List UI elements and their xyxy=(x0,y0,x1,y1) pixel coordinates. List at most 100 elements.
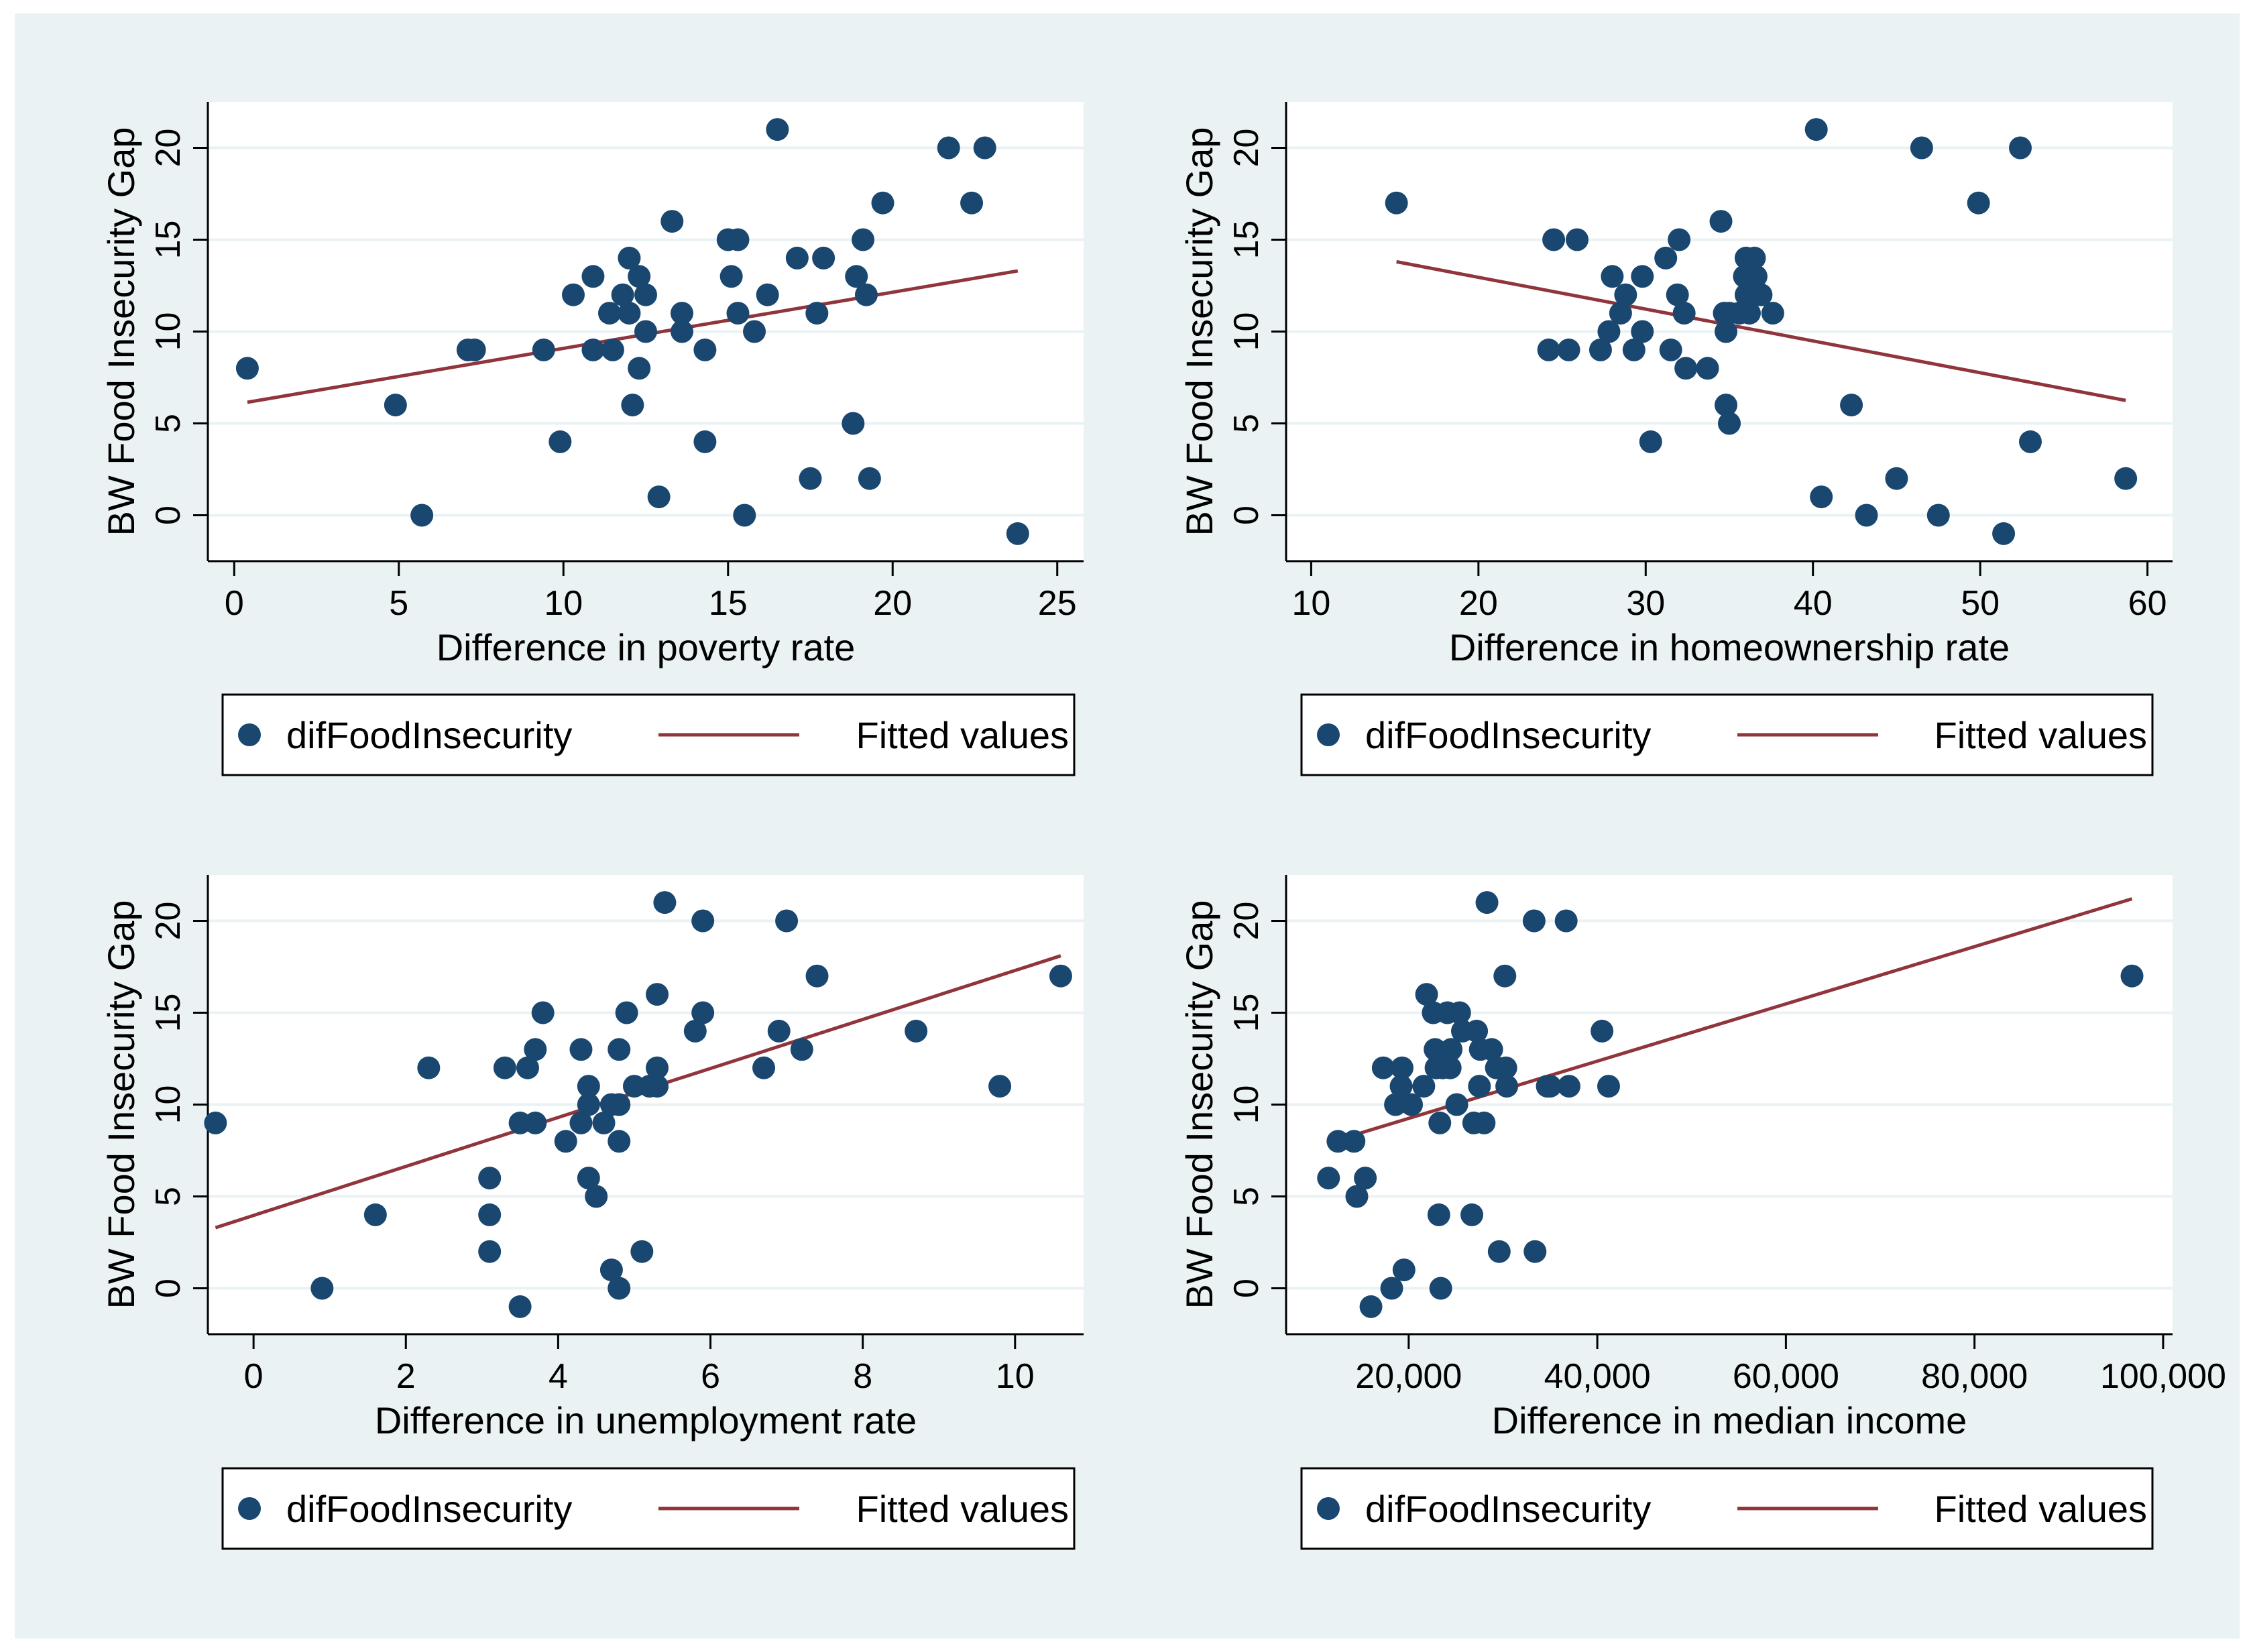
data-point xyxy=(1749,283,1773,306)
data-point xyxy=(1631,320,1654,343)
data-point xyxy=(1591,1019,1614,1043)
x-axis-label: Difference in homeownership rate xyxy=(1449,626,2010,668)
data-point xyxy=(577,1093,600,1116)
x-tick-label: 40 xyxy=(1794,584,1833,623)
data-point xyxy=(1473,1111,1496,1134)
y-tick-label: 20 xyxy=(149,129,188,168)
data-point xyxy=(1566,228,1589,251)
data-point xyxy=(608,1093,631,1116)
legend-label-fitted: Fitted values xyxy=(1935,714,2148,756)
data-point xyxy=(1522,909,1546,933)
data-point xyxy=(988,1075,1012,1098)
legend-label-scatter: difFoodInsecurity xyxy=(1365,714,1651,756)
data-point xyxy=(1487,1240,1511,1263)
x-axis-label: Difference in median income xyxy=(1492,1399,1967,1441)
data-point xyxy=(646,1056,669,1079)
data-point xyxy=(1428,1111,1452,1134)
y-tick-label: 10 xyxy=(1227,1085,1266,1124)
x-tick-label: 50 xyxy=(1961,584,2000,623)
data-point xyxy=(1412,1075,1436,1098)
data-point xyxy=(1049,964,1072,988)
y-tick-label: 20 xyxy=(149,902,188,941)
data-point xyxy=(1538,1075,1562,1098)
data-point xyxy=(845,265,868,288)
data-point xyxy=(693,430,717,453)
legend-label-scatter: difFoodInsecurity xyxy=(1365,1488,1651,1530)
data-point xyxy=(1371,1056,1395,1079)
data-point xyxy=(417,1056,441,1079)
data-point xyxy=(608,1038,631,1061)
data-point xyxy=(608,1277,631,1300)
data-point xyxy=(1992,522,2016,545)
data-point xyxy=(1737,302,1761,325)
y-tick-label: 0 xyxy=(149,506,188,525)
data-point xyxy=(1744,265,1768,288)
y-tick-label: 20 xyxy=(1227,129,1266,168)
chart-1: 0 5 10 15 20 0 5 10 15 20 25 Difference in poverty … xyxy=(100,102,1084,776)
data-point xyxy=(516,1056,539,1079)
x-tick-label: 25 xyxy=(1038,584,1077,623)
data-point xyxy=(1589,338,1612,361)
data-point xyxy=(1385,191,1408,215)
data-point xyxy=(1390,1056,1413,1079)
data-point xyxy=(524,1111,547,1134)
x-tick-label: 10 xyxy=(1291,584,1330,623)
data-point xyxy=(799,467,822,490)
y-tick-label: 10 xyxy=(149,1085,188,1124)
data-point xyxy=(756,283,779,306)
data-point xyxy=(647,485,671,509)
y-tick-label: 5 xyxy=(149,414,188,433)
data-point xyxy=(1326,1130,1350,1153)
data-point xyxy=(1840,394,1863,417)
x-tick-label: 60 xyxy=(2128,584,2167,623)
data-point xyxy=(1614,283,1637,306)
data-point xyxy=(766,118,789,141)
data-point xyxy=(1715,320,1738,343)
data-point xyxy=(937,136,960,160)
y-axis-label: BW Food Insecurity Gap xyxy=(100,900,142,1309)
data-point xyxy=(634,283,657,306)
data-point xyxy=(1427,1203,1450,1226)
y-tick-label: 20 xyxy=(1227,902,1266,941)
x-tick-label: 0 xyxy=(225,584,244,623)
data-point xyxy=(1654,246,1678,270)
x-tick-label: 10 xyxy=(996,1357,1035,1396)
x-tick-label: 20,000 xyxy=(1355,1357,1462,1396)
chart-2: 0 5 10 15 20 10 20 30 40 50 60 Difference in homeow… xyxy=(1178,102,2173,776)
data-point xyxy=(1480,1038,1503,1061)
data-point xyxy=(660,210,684,233)
data-point xyxy=(1761,302,1784,325)
data-point xyxy=(852,228,875,251)
data-point xyxy=(569,1111,593,1134)
data-point xyxy=(905,1019,928,1043)
data-point xyxy=(597,302,621,325)
data-point xyxy=(1415,983,1438,1006)
data-point xyxy=(1438,1056,1462,1079)
data-point xyxy=(1622,338,1646,361)
data-point xyxy=(1743,246,1766,270)
data-point xyxy=(1709,210,1733,233)
legend-marker-icon xyxy=(1317,1497,1340,1520)
data-point xyxy=(581,338,605,361)
data-point xyxy=(1967,191,1990,215)
data-point xyxy=(1006,522,1029,545)
x-tick-label: 40,000 xyxy=(1544,1357,1651,1396)
data-point xyxy=(1597,320,1621,343)
data-point xyxy=(561,283,585,306)
y-tick-label: 15 xyxy=(1227,994,1266,1032)
fitted-values-line xyxy=(1396,259,2126,402)
legend-label-scatter: difFoodInsecurity xyxy=(286,714,572,756)
data-point xyxy=(1523,1240,1547,1263)
x-tick-label: 20 xyxy=(1459,584,1498,623)
data-point xyxy=(1926,504,1950,527)
data-point xyxy=(532,338,555,361)
data-point xyxy=(691,1001,715,1024)
legend-label-scatter: difFoodInsecurity xyxy=(286,1488,572,1530)
data-point xyxy=(1597,1075,1620,1098)
data-point xyxy=(1345,1185,1369,1208)
y-axis-label: BW Food Insecurity Gap xyxy=(100,127,142,536)
y-tick-label: 0 xyxy=(1227,506,1266,525)
x-tick-label: 60,000 xyxy=(1733,1357,1839,1396)
data-point xyxy=(554,1130,577,1153)
